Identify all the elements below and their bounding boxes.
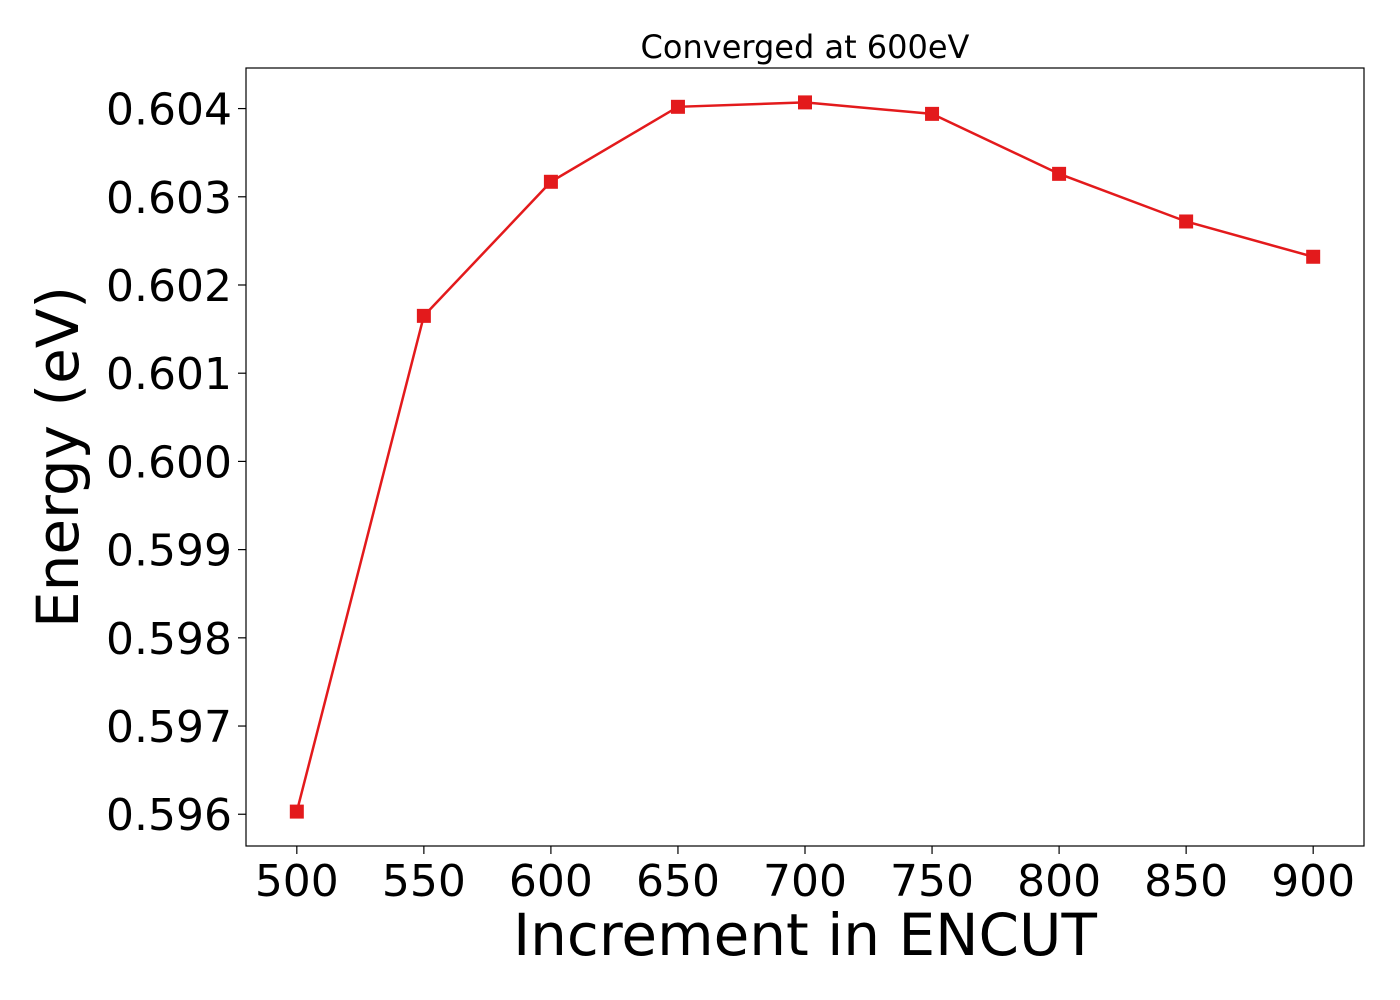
x-tick-label: 600 [509, 856, 593, 907]
y-tick-label: 0.598 [106, 614, 232, 665]
y-tick-label: 0.596 [106, 790, 232, 841]
series-layer [289, 95, 1321, 819]
x-tick-label: 850 [1144, 856, 1228, 907]
x-tick-label: 650 [636, 856, 720, 907]
x-tick-label: 700 [763, 856, 847, 907]
data-point-marker [1179, 214, 1194, 229]
data-point-marker [1306, 249, 1321, 264]
plot-area-frame [245, 67, 1365, 847]
y-tick-label: 0.597 [106, 702, 232, 753]
x-tick-label: 550 [382, 856, 466, 907]
y-axis-ticks: 0.596 0.597 0.598 0.599 0.600 0.601 0.602 0.603… [106, 85, 246, 841]
x-tick-label: 800 [1017, 856, 1101, 907]
y-tick-label: 0.604 [106, 85, 232, 136]
y-tick-label: 0.602 [106, 261, 232, 312]
y-tick-label: 0.601 [106, 349, 232, 400]
data-point-marker [670, 99, 685, 114]
data-point-marker [543, 174, 558, 189]
x-axis-label: Increment in ENCUT [513, 901, 1097, 969]
data-point-marker [289, 804, 304, 819]
x-tick-label: 500 [255, 856, 339, 907]
data-point-marker [925, 106, 940, 121]
data-point-marker [416, 308, 431, 323]
x-tick-label: 750 [890, 856, 974, 907]
y-tick-label: 0.603 [106, 173, 232, 224]
y-axis-label: Energy (eV) [24, 286, 92, 628]
x-tick-label: 900 [1271, 856, 1355, 907]
series-line [295, 101, 1314, 812]
data-point-marker [798, 95, 812, 110]
y-tick-label: 0.600 [106, 437, 232, 488]
x-axis-ticks: 500 550 600 650 700 750 800 850 900 [255, 846, 1355, 907]
y-tick-label: 0.599 [106, 526, 232, 577]
chart-title: Converged at 600eV [641, 28, 970, 66]
data-point-marker [1052, 166, 1067, 181]
